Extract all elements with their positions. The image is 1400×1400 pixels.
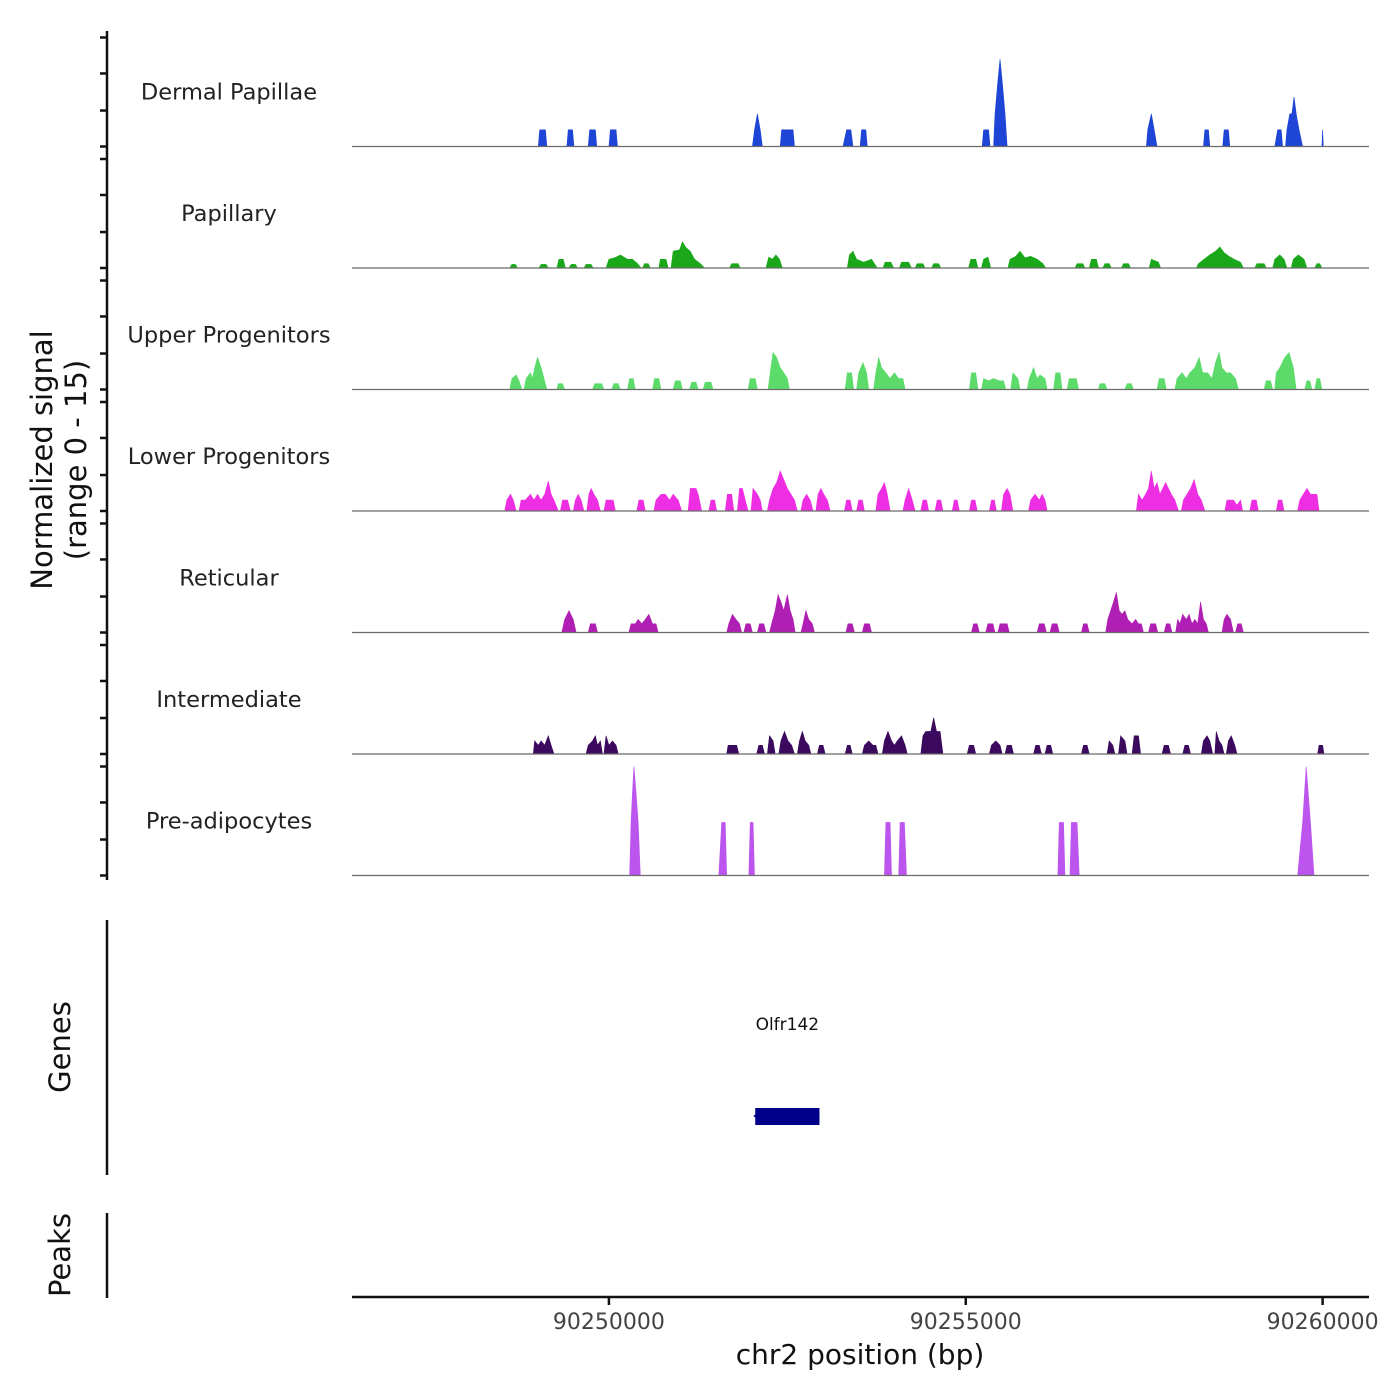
gene-body bbox=[755, 1108, 820, 1125]
x-tick-label: 90255000 bbox=[910, 1310, 1022, 1335]
gene-annotations: Olfr142 bbox=[753, 1015, 820, 1125]
track-label-lower-progenitors: Lower Progenitors bbox=[128, 444, 330, 470]
track-papillary: Papillary bbox=[181, 201, 1369, 269]
coverage-area-pre-adipocytes bbox=[629, 766, 1315, 876]
signal-y-axis-ticks bbox=[100, 36, 107, 877]
signal-tracks: Dermal Papillae Papillary Upper Progenitor… bbox=[127, 59, 1369, 877]
gene-strand-arrow bbox=[753, 1112, 760, 1120]
track-label-pre-adipocytes: Pre-adipocytes bbox=[146, 809, 312, 835]
gene-label: Olfr142 bbox=[756, 1015, 820, 1035]
x-tick-label: 90250000 bbox=[553, 1310, 665, 1335]
track-label-reticular: Reticular bbox=[179, 566, 279, 592]
track-dermal-papillae: Dermal Papillae bbox=[141, 59, 1369, 148]
track-pre-adipocytes: Pre-adipocytes bbox=[146, 766, 1369, 877]
x-tick-label: 90260000 bbox=[1267, 1310, 1379, 1335]
track-label-upper-progenitors: Upper Progenitors bbox=[127, 323, 330, 349]
coverage-area-lower-progenitors bbox=[504, 470, 1320, 512]
coverage-area-reticular bbox=[561, 592, 1244, 633]
coverage-area-dermal-papillae bbox=[537, 59, 1324, 147]
track-lower-progenitors: Lower Progenitors bbox=[128, 444, 1369, 512]
track-label-intermediate: Intermediate bbox=[156, 687, 301, 713]
coverage-area-upper-progenitors bbox=[509, 351, 1323, 390]
coverage-area-papillary bbox=[509, 241, 1323, 269]
x-axis-title: chr2 position (bp) bbox=[736, 1338, 985, 1371]
genes-track-label: Genes bbox=[43, 1001, 77, 1093]
track-label-papillary: Papillary bbox=[181, 201, 277, 227]
track-intermediate: Intermediate bbox=[156, 687, 1369, 755]
peaks-track-label: Peaks bbox=[43, 1213, 77, 1297]
y-axis-subtitle: (range 0 - 15) bbox=[59, 360, 93, 560]
x-axis-ticks: 90250000 90255000 90260000 bbox=[553, 1297, 1379, 1335]
track-reticular: Reticular bbox=[179, 566, 1369, 634]
y-axis-title: Normalized signal bbox=[25, 330, 59, 589]
track-label-dermal-papillae: Dermal Papillae bbox=[141, 80, 317, 106]
track-upper-progenitors: Upper Progenitors bbox=[127, 323, 1369, 391]
coverage-area-intermediate bbox=[532, 717, 1325, 755]
